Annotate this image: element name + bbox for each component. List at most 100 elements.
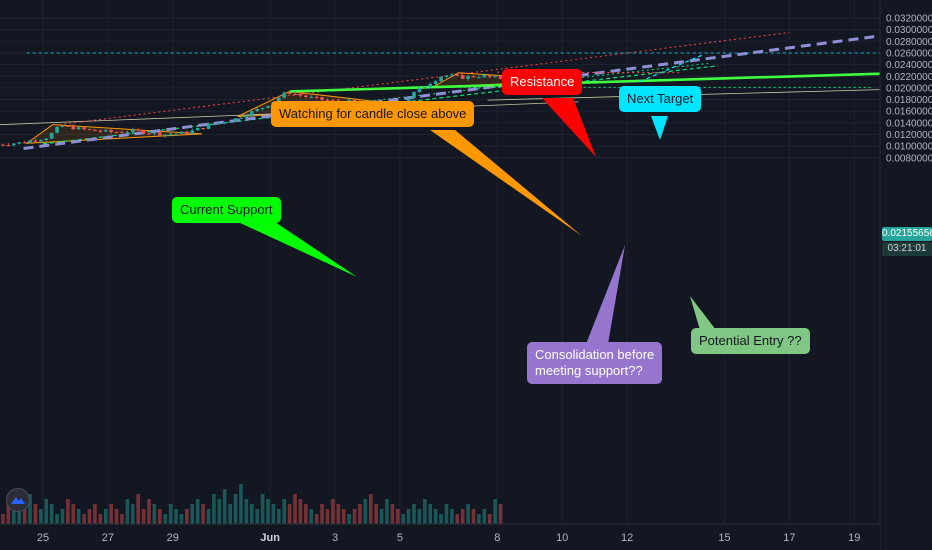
volume-bar: [28, 494, 32, 524]
volume-bar: [66, 499, 70, 524]
candle-body: [55, 126, 59, 133]
volume-bar: [11, 504, 16, 524]
volume-bar: [195, 499, 200, 524]
candle-body: [201, 127, 205, 129]
volume-bar: [22, 509, 27, 524]
volume-bar: [320, 504, 324, 524]
price-axis-labels: 0.032000000.030000000.028000000.02600000…: [886, 14, 932, 165]
volume-bar: [304, 504, 308, 524]
volume-bar: [293, 494, 297, 524]
volume-bar: [385, 499, 389, 524]
volume-bar: [206, 509, 211, 524]
time-tick-label: 27: [102, 532, 114, 544]
candle-body: [325, 99, 330, 101]
time-tick-label: 29: [167, 532, 179, 544]
potential-entry-callout[interactable]: Potential Entry ??: [691, 328, 810, 354]
candle-body: [439, 76, 443, 82]
candle-body: [185, 131, 189, 134]
volume-bar: [190, 504, 195, 524]
time-tick-label: 3: [332, 532, 338, 544]
candle-body: [331, 100, 335, 102]
time-tick-label: 15: [718, 532, 730, 544]
volume-bar: [114, 509, 119, 524]
candle-body: [60, 125, 65, 127]
trendline-drawings[interactable]: [0, 32, 932, 344]
candle-body: [163, 134, 168, 136]
candle-body: [320, 97, 324, 100]
candle-body: [433, 81, 438, 84]
consolidation-callout[interactable]: Consolidation before meeting support??: [527, 342, 663, 384]
candle-body: [158, 132, 162, 136]
volume-bar: [331, 499, 335, 524]
volume-bar: [487, 514, 492, 524]
current-support-callout[interactable]: Current Support: [172, 197, 281, 223]
volume-bar: [460, 509, 465, 524]
candle-body: [228, 121, 232, 123]
next-target-callout[interactable]: Next Target: [619, 86, 702, 112]
candle-body: [152, 132, 157, 134]
candle-body: [114, 132, 119, 134]
tradingview-logo-icon[interactable]: [6, 488, 30, 512]
candle-body: [255, 108, 259, 112]
volume-bar: [433, 509, 438, 524]
logo-mountain-icon: [11, 497, 25, 504]
consolidation-line-2: meeting support??: [535, 363, 643, 378]
candle-body: [49, 132, 54, 139]
candle-body: [168, 134, 173, 136]
candle-body: [277, 97, 281, 102]
time-tick-label: 19: [848, 532, 860, 544]
candle-body: [44, 138, 49, 141]
price-axis-panel[interactable]: [880, 0, 932, 550]
volume-bar: [325, 509, 330, 524]
volume-bar: [33, 504, 38, 524]
volume-bars: [1, 484, 503, 524]
volume-bar: [358, 504, 362, 524]
volume-bar: [314, 514, 319, 524]
time-axis-panel[interactable]: [0, 524, 880, 550]
watching-callout[interactable]: Watching for candle close above: [271, 101, 475, 127]
candle-body: [260, 107, 265, 109]
entry-pointer: [690, 296, 716, 330]
volume-bar: [168, 504, 173, 524]
candle-body: [498, 76, 503, 79]
volume-bar: [125, 499, 130, 524]
volume-bar: [60, 509, 65, 524]
candle-body: [217, 122, 222, 125]
candle-body: [293, 93, 297, 95]
candle-body: [282, 92, 287, 98]
time-tick-label: 8: [494, 532, 500, 544]
support-pointer: [238, 222, 357, 277]
volume-bar: [395, 509, 400, 524]
candle-body: [314, 96, 319, 98]
volume-bar: [444, 504, 449, 524]
candle-body: [233, 118, 238, 122]
time-axis-labels: 25 27 29 Jun 3 5 8 10 12 15 17 19: [37, 532, 861, 544]
countdown-tag: 03:21:01: [882, 242, 932, 256]
candle-body: [39, 140, 43, 142]
volume-bar: [55, 514, 59, 524]
volume-bar: [260, 494, 265, 524]
candle-body: [266, 105, 270, 108]
candle-body: [22, 142, 27, 144]
volume-bar: [379, 509, 384, 524]
candle-body: [82, 127, 86, 130]
candle-body: [423, 86, 427, 88]
volume-bar: [228, 504, 232, 524]
volume-bar: [130, 504, 135, 524]
candle-body: [471, 76, 476, 78]
candle-body: [141, 130, 146, 134]
candle-body: [28, 140, 32, 143]
time-tick-label: Jun: [260, 532, 280, 544]
resistance-callout[interactable]: Resistance: [502, 69, 583, 95]
candle-body: [1, 144, 5, 146]
resistance-pointer: [542, 98, 596, 157]
candle-body: [493, 76, 497, 78]
volume-bar: [368, 494, 373, 524]
